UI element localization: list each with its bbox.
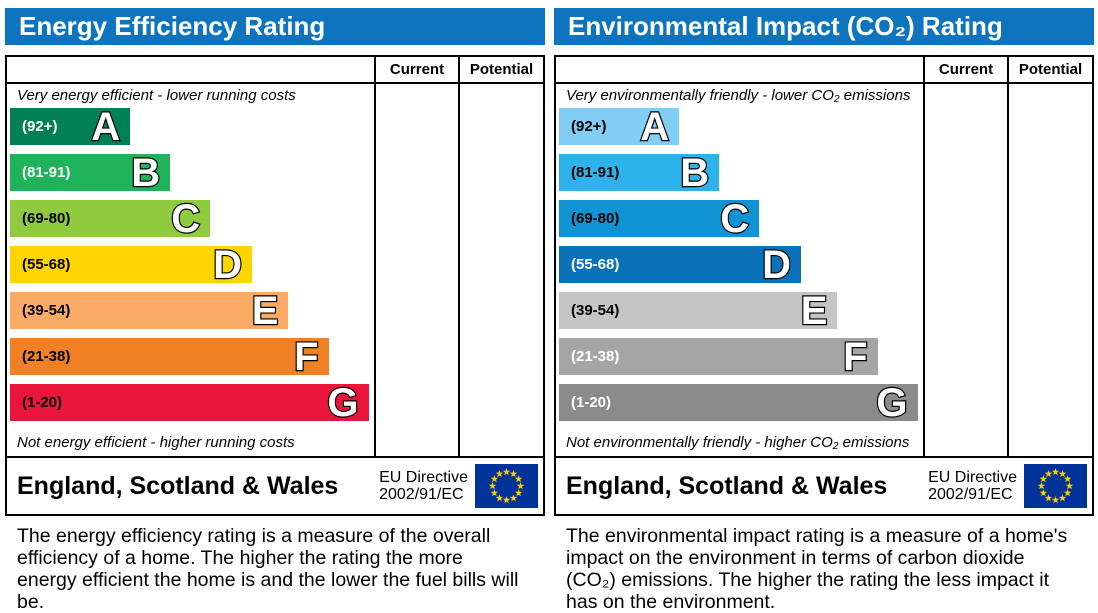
energy-efficiency-panel: Energy Efficiency Rating Current Potenti… (5, 8, 545, 613)
top-caption: Very energy efficient - lower running co… (17, 87, 296, 104)
eu-directive-label: EU Directive 2002/91/EC (379, 469, 468, 503)
rating-band-bar: (21-38) F (10, 334, 329, 379)
region-label: England, Scotland & Wales (566, 471, 888, 500)
band-score-range: (92+) (571, 118, 607, 135)
rating-band-bar: (92+) A (10, 104, 131, 149)
rating-table: Current Potential Very environmentally f… (554, 55, 1094, 458)
rating-band-bar: (55-68) D (10, 242, 253, 287)
region-label: England, Scotland & Wales (17, 471, 339, 500)
band-score-range: (39-54) (571, 302, 620, 319)
band-letter: E (800, 288, 829, 333)
band-letter: D (212, 242, 243, 287)
rating-band-bar: (39-54) E (10, 288, 289, 333)
eu-directive-line1: EU Directive (928, 469, 1017, 486)
rating-band-d: (55-68) D (10, 242, 374, 287)
potential-column-body (1007, 84, 1092, 456)
band-letter: G (326, 380, 360, 425)
band-letter: G (875, 380, 909, 425)
band-score-range: (81-91) (22, 164, 71, 181)
panel-title: Environmental Impact (CO₂) Rating (568, 11, 1003, 41)
band-letter: A (90, 104, 121, 149)
band-letter: A (639, 104, 670, 149)
panel-description: The environmental impact rating is a mea… (566, 525, 1068, 613)
band-score-range: (1-20) (571, 394, 612, 411)
rating-band-b: (81-91) B (10, 150, 374, 195)
band-score-range: (55-68) (22, 256, 71, 273)
bottom-caption: Not energy efficient - higher running co… (17, 434, 295, 451)
eu-flag-icon (475, 464, 538, 508)
band-letter: D (761, 242, 792, 287)
top-caption: Very environmentally friendly - lower CO… (566, 87, 911, 104)
rating-band-bar: (39-54) E (559, 288, 838, 333)
rating-band-d: (55-68) D (559, 242, 923, 287)
eu-directive-label: EU Directive 2002/91/EC (928, 469, 1017, 503)
rating-band-a: (92+) A (10, 104, 374, 149)
panel-title-bar: Energy Efficiency Rating (5, 8, 545, 45)
rating-band-bar: (1-20) G (559, 380, 918, 425)
band-score-range: (69-80) (571, 210, 620, 227)
rating-band-bar: (21-38) F (559, 334, 878, 379)
panel-title-bar: Environmental Impact (CO₂) Rating (554, 8, 1094, 45)
rating-band-bar: (55-68) D (559, 242, 802, 287)
band-score-range: (1-20) (22, 394, 63, 411)
rating-bands: (92+) A (81-91) B (69-80) C (55-68) D (3… (10, 104, 374, 425)
band-letter: E (251, 288, 280, 333)
eu-directive-line2: 2002/91/EC (928, 486, 1013, 503)
rating-bands: (92+) A (81-91) B (69-80) C (55-68) D (3… (559, 104, 923, 425)
band-letter: F (842, 334, 869, 379)
rating-band-f: (21-38) F (10, 334, 374, 379)
region-footer: England, Scotland & Wales EU Directive 2… (554, 456, 1094, 516)
rating-band-bar: (81-91) B (10, 150, 171, 195)
band-score-range: (69-80) (22, 210, 71, 227)
rating-band-f: (21-38) F (559, 334, 923, 379)
band-letter: B (679, 150, 710, 195)
panel-description: The energy efficiency rating is a measur… (17, 525, 519, 613)
environmental-impact-panel: Environmental Impact (CO₂) Rating Curren… (549, 0, 1098, 613)
rating-band-e: (39-54) E (559, 288, 923, 333)
eu-directive-line1: EU Directive (379, 469, 468, 486)
rating-band-bar: (69-80) C (10, 196, 211, 241)
band-letter: F (293, 334, 320, 379)
band-letter: C (719, 196, 750, 241)
band-score-range: (21-38) (22, 348, 71, 365)
rating-band-bar: (69-80) C (559, 196, 760, 241)
rating-band-g: (1-20) G (10, 380, 374, 425)
current-column-header: Current (923, 57, 1007, 84)
band-score-range: (92+) (22, 118, 58, 135)
chart-area: Very energy efficient - lower running co… (7, 84, 374, 456)
chart-area: Very environmentally friendly - lower CO… (556, 84, 923, 456)
potential-column-header: Potential (1007, 57, 1092, 84)
band-score-range: (55-68) (571, 256, 620, 273)
rating-band-bar: (92+) A (559, 104, 680, 149)
bottom-caption: Not environmentally friendly - higher CO… (566, 434, 910, 451)
region-footer: England, Scotland & Wales EU Directive 2… (5, 456, 545, 516)
potential-column-body (458, 84, 543, 456)
potential-column-header: Potential (458, 57, 543, 84)
rating-band-bar: (81-91) B (559, 150, 720, 195)
panel-title: Energy Efficiency Rating (19, 11, 326, 41)
current-column-header: Current (374, 57, 458, 84)
rating-band-e: (39-54) E (10, 288, 374, 333)
rating-band-c: (69-80) C (10, 196, 374, 241)
table-corner-cell (7, 57, 374, 84)
band-letter: B (130, 150, 161, 195)
rating-table: Current Potential Very energy efficient … (5, 55, 545, 458)
band-score-range: (39-54) (22, 302, 71, 319)
table-corner-cell (556, 57, 923, 84)
rating-band-b: (81-91) B (559, 150, 923, 195)
rating-band-g: (1-20) G (559, 380, 923, 425)
rating-band-c: (69-80) C (559, 196, 923, 241)
band-score-range: (81-91) (571, 164, 620, 181)
band-letter: C (170, 196, 201, 241)
current-column-body (374, 84, 458, 456)
rating-band-bar: (1-20) G (10, 380, 369, 425)
eu-directive-line2: 2002/91/EC (379, 486, 464, 503)
rating-band-a: (92+) A (559, 104, 923, 149)
current-column-body (923, 84, 1007, 456)
eu-flag-icon (1024, 464, 1087, 508)
band-score-range: (21-38) (571, 348, 620, 365)
